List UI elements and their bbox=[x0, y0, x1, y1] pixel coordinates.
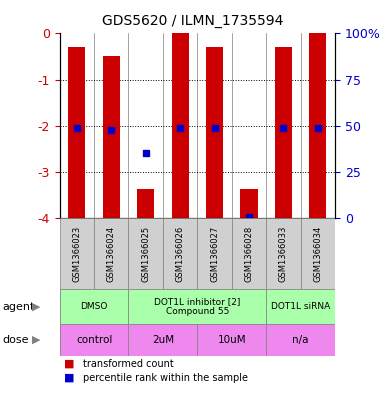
Bar bbox=[232, 218, 266, 289]
Bar bbox=[103, 57, 120, 218]
Text: ■: ■ bbox=[64, 358, 74, 369]
Text: ■: ■ bbox=[64, 373, 74, 383]
Bar bbox=[240, 189, 258, 218]
Text: 2uM: 2uM bbox=[152, 335, 174, 345]
Bar bbox=[206, 47, 223, 218]
Bar bbox=[301, 218, 335, 289]
Text: DOT1L siRNA: DOT1L siRNA bbox=[271, 302, 330, 311]
Bar bbox=[171, 33, 189, 218]
Text: dose: dose bbox=[2, 335, 28, 345]
Text: GSM1366026: GSM1366026 bbox=[176, 225, 185, 282]
Bar bbox=[266, 289, 335, 324]
Bar bbox=[60, 218, 94, 289]
Text: n/a: n/a bbox=[292, 335, 309, 345]
Text: percentile rank within the sample: percentile rank within the sample bbox=[83, 373, 248, 383]
Bar bbox=[197, 324, 266, 356]
Text: GSM1366027: GSM1366027 bbox=[210, 225, 219, 282]
Text: DMSO: DMSO bbox=[80, 302, 108, 311]
Text: GSM1366034: GSM1366034 bbox=[313, 225, 322, 282]
Bar bbox=[60, 324, 129, 356]
Bar bbox=[197, 218, 232, 289]
Bar bbox=[60, 289, 129, 324]
Text: GSM1366024: GSM1366024 bbox=[107, 226, 116, 281]
Text: ▶: ▶ bbox=[32, 335, 41, 345]
Bar bbox=[129, 218, 163, 289]
Bar bbox=[163, 218, 197, 289]
Text: GSM1366023: GSM1366023 bbox=[72, 225, 81, 282]
Text: control: control bbox=[76, 335, 112, 345]
Bar bbox=[137, 189, 154, 218]
Text: ▶: ▶ bbox=[32, 301, 41, 312]
Text: GSM1366033: GSM1366033 bbox=[279, 225, 288, 282]
Bar bbox=[266, 218, 301, 289]
Text: GSM1366025: GSM1366025 bbox=[141, 226, 150, 281]
Bar bbox=[275, 47, 292, 218]
Text: GSM1366028: GSM1366028 bbox=[244, 225, 253, 282]
Text: agent: agent bbox=[2, 301, 34, 312]
Text: GDS5620 / ILMN_1735594: GDS5620 / ILMN_1735594 bbox=[102, 14, 283, 28]
Bar bbox=[94, 218, 129, 289]
Text: transformed count: transformed count bbox=[83, 358, 174, 369]
Bar bbox=[129, 324, 197, 356]
Bar bbox=[309, 33, 326, 218]
Bar bbox=[266, 324, 335, 356]
Bar bbox=[129, 289, 266, 324]
Bar bbox=[68, 47, 85, 218]
Text: DOT1L inhibitor [2]
Compound 55: DOT1L inhibitor [2] Compound 55 bbox=[154, 297, 241, 316]
Text: 10uM: 10uM bbox=[218, 335, 246, 345]
